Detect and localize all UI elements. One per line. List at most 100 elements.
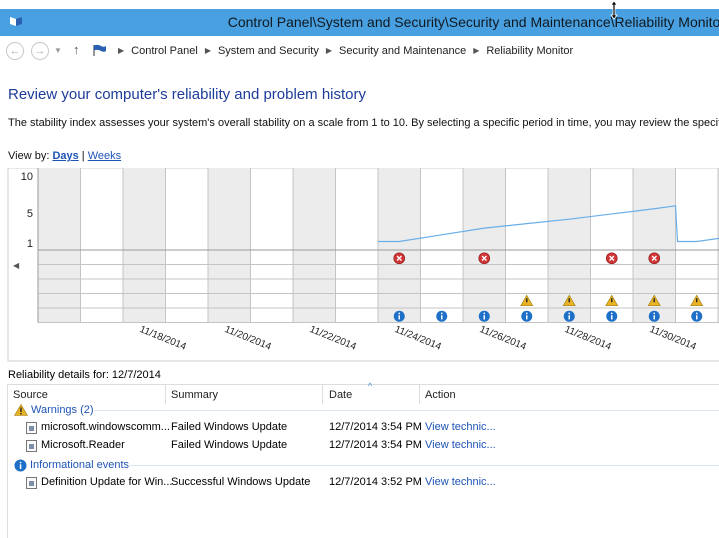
info-icon-mark: [696, 315, 698, 320]
day-column[interactable]: [123, 168, 166, 323]
row-summary: Failed Windows Update: [171, 439, 288, 451]
page-title: Review your computer's reliability and p…: [8, 86, 367, 103]
sort-indicator-icon: ^: [368, 381, 373, 391]
warnings-group-header[interactable]: Warnings (2): [14, 402, 94, 418]
info-icon-dot: [398, 312, 400, 315]
row-summary: Failed Windows Update: [171, 421, 288, 433]
info-icon-dot: [441, 312, 443, 315]
row-date: 12/7/2014 3:52 PM: [329, 476, 422, 488]
info-icon-dot: [653, 312, 655, 315]
info-icon-dot: [526, 312, 528, 315]
y-tick-label: 1: [27, 238, 33, 250]
up-arrow-icon[interactable]: ↑: [73, 42, 80, 57]
view-technical-details-link[interactable]: View technic...: [425, 439, 496, 451]
day-column[interactable]: [293, 168, 336, 323]
column-separator[interactable]: [165, 385, 166, 404]
group-divider: [128, 465, 719, 466]
warning-icon: [14, 404, 28, 416]
day-column[interactable]: [378, 168, 421, 323]
day-column[interactable]: [38, 168, 81, 323]
warning-icon-mark: [526, 298, 528, 303]
scroll-left-icon[interactable]: ◀: [13, 261, 20, 270]
info-icon-mark: [611, 315, 613, 320]
row-date: 12/7/2014 3:54 PM: [329, 439, 422, 451]
breadcrumb-reliability-monitor[interactable]: Reliability Monitor: [486, 44, 574, 57]
error-icon-cross: [651, 255, 657, 261]
app-icon: [26, 477, 37, 489]
error-icon-cross: [481, 255, 487, 261]
app-icon: [26, 440, 37, 452]
app-icon: [26, 422, 37, 434]
info-icon-mark: [526, 315, 528, 320]
title-bar[interactable]: Control Panel\System and Security\Securi…: [0, 9, 719, 36]
info-icon-mark: [398, 315, 400, 320]
warning-icon-mark: [611, 298, 613, 303]
view-by-selector: View by: Days | Weeks: [8, 150, 121, 162]
day-column[interactable]: [463, 168, 506, 323]
details-table-header: ^ Source Summary Date Action: [8, 381, 719, 404]
breadcrumb-separator: ▶: [118, 46, 125, 55]
row-source: Microsoft.Reader: [41, 439, 125, 451]
view-by-weeks-link[interactable]: Weeks: [87, 150, 122, 162]
info-icon: [14, 459, 27, 471]
y-tick-label: 10: [21, 171, 33, 183]
informational-group-header[interactable]: Informational events: [14, 457, 129, 473]
column-date[interactable]: Date: [329, 389, 353, 401]
info-icon-dot: [696, 312, 698, 315]
row-source: microsoft.windowscomm...: [41, 421, 170, 433]
page-description: The stability index assesses your system…: [8, 117, 719, 129]
error-icon-cross: [609, 255, 615, 261]
breadcrumb-separator[interactable]: ▶: [473, 46, 480, 55]
warning-icon-mark: [696, 298, 698, 303]
view-by-label: View by:: [8, 150, 50, 162]
informational-group-label: Informational events: [30, 459, 130, 471]
forward-arrow-icon[interactable]: →: [31, 42, 49, 60]
warnings-group-label: Warnings (2): [31, 404, 94, 416]
warning-icon-mark: [653, 298, 655, 303]
column-summary[interactable]: Summary: [171, 389, 219, 401]
column-source[interactable]: Source: [13, 389, 48, 401]
table-row[interactable]: microsoft.windowscomm... Failed Windows …: [8, 419, 719, 437]
breadcrumb-separator[interactable]: ▶: [325, 46, 332, 55]
back-arrow-icon[interactable]: ←: [6, 42, 24, 60]
row-source: Definition Update for Win...: [41, 476, 173, 488]
breadcrumb-separator[interactable]: ▶: [204, 46, 211, 55]
info-icon-mark: [483, 315, 485, 320]
breadcrumb-system-and-security[interactable]: System and Security: [217, 44, 319, 57]
row-summary: Successful Windows Update: [171, 476, 311, 488]
info-icon-mark: [568, 315, 570, 320]
error-icon-cross: [396, 255, 402, 261]
breadcrumb: ▶ Control Panel ▶ System and Security ▶ …: [92, 44, 573, 57]
info-icon-dot: [483, 312, 485, 315]
info-icon-mark: [441, 315, 443, 320]
info-icon-dot: [568, 312, 570, 315]
y-tick-label: 5: [27, 208, 33, 220]
flag-icon: [93, 44, 106, 56]
column-action[interactable]: Action: [425, 389, 456, 401]
column-separator[interactable]: [419, 385, 420, 404]
resize-cursor-icon: [610, 0, 618, 20]
view-by-days-link[interactable]: Days: [52, 150, 79, 162]
window-title: Control Panel\System and Security\Securi…: [227, 14, 719, 30]
view-by-separator: |: [81, 150, 85, 162]
info-icon-mark: [653, 315, 655, 320]
day-column[interactable]: [208, 168, 251, 323]
reliability-details-label: Reliability details for: 12/7/2014: [8, 369, 161, 381]
info-icon-dot: [611, 312, 613, 315]
group-divider: [94, 410, 719, 411]
recent-locations-chevron-icon[interactable]: ▼: [54, 46, 62, 55]
view-technical-details-link[interactable]: View technic...: [425, 421, 496, 433]
table-row[interactable]: Definition Update for Win... Successful …: [8, 474, 719, 492]
breadcrumb-control-panel[interactable]: Control Panel: [131, 44, 198, 57]
control-panel-flag-icon: [10, 17, 22, 26]
breadcrumb-security-and-maintenance[interactable]: Security and Maintenance: [339, 44, 467, 57]
row-date: 12/7/2014 3:54 PM: [329, 421, 422, 433]
address-bar: ← → ▼ ↑ ▶ Control Panel ▶ System and Sec…: [0, 37, 719, 65]
table-row[interactable]: Microsoft.Reader Failed Windows Update 1…: [8, 437, 719, 455]
warning-icon-mark: [568, 298, 570, 303]
stability-index-line: [378, 205, 719, 243]
column-separator[interactable]: [322, 385, 323, 404]
view-technical-details-link[interactable]: View technic...: [425, 476, 496, 488]
